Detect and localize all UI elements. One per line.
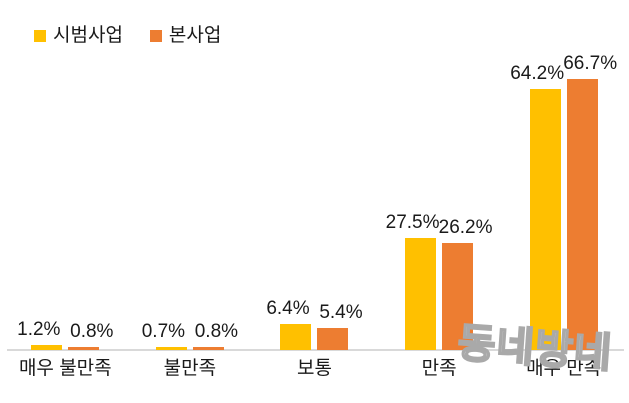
bar-series-0	[529, 88, 561, 350]
pilot-series-swatch-icon	[34, 30, 46, 42]
category-group: 27.5% 26.2% 만족	[377, 212, 502, 379]
category-label: 매우 만족	[526, 358, 602, 379]
category-label: 보통	[297, 358, 332, 379]
main-series-swatch-icon	[149, 30, 162, 42]
legend-item-main: 본사업	[149, 25, 222, 47]
plot-area: 1.2% 0.8% 매우 불만족 0.7% 0.8% 불만족 6.4% 5.4% 보통 27.5%…	[3, 0, 626, 379]
value-label: 1.2%	[17, 319, 61, 341]
bar-series-0	[31, 345, 63, 350]
value-label: 64.2%	[510, 62, 565, 84]
legend-item-pilot: 시범사업	[34, 25, 123, 47]
watermark: 동네방네	[455, 319, 615, 378]
category-label: 만족	[421, 358, 457, 379]
value-label: 27.5%	[385, 212, 440, 234]
bar-series-1	[68, 346, 100, 350]
value-label: 5.4%	[319, 302, 363, 324]
value-label: 6.4%	[266, 297, 310, 319]
category-group: 6.4% 5.4% 보통	[252, 298, 377, 379]
value-label: 0.7%	[141, 321, 186, 342]
category-label: 불만족	[163, 358, 217, 379]
category-group: 64.2% 66.7% 매우 만족	[501, 53, 626, 379]
value-label: 66.7%	[563, 52, 618, 74]
legend-label-pilot: 시범사업	[53, 25, 123, 46]
bar-series-0	[405, 238, 437, 350]
bar-series-0	[155, 347, 187, 350]
bar-series-1	[566, 78, 598, 350]
value-label: 26.2%	[438, 217, 493, 239]
chart-legend: 시범사업 본사업	[34, 25, 221, 47]
category-group: 1.2% 0.8% 매우 불만족	[3, 319, 128, 379]
x-axis-line	[7, 349, 624, 351]
bar-series-1	[317, 328, 349, 350]
legend-label-main: 본사업	[168, 25, 222, 46]
category-group: 0.7% 0.8% 불만족	[128, 321, 253, 379]
category-label: 매우 불만족	[18, 358, 112, 379]
bar-series-1	[192, 346, 224, 350]
bar-series-1	[442, 243, 474, 350]
bar-series-0	[280, 323, 312, 350]
value-label: 0.8%	[194, 320, 239, 342]
value-label: 0.8%	[70, 320, 114, 342]
